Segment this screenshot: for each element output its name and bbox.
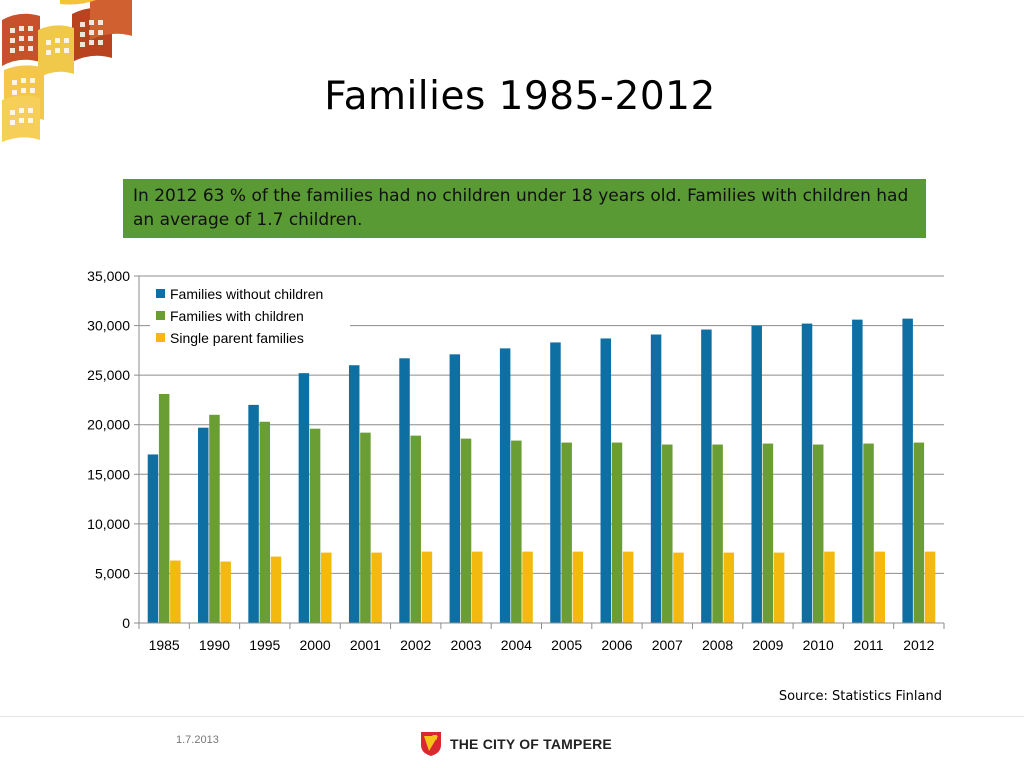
bar: [449, 354, 461, 623]
legend-swatch: [156, 289, 165, 298]
x-tick-label: 2010: [803, 637, 834, 653]
y-tick-label: 30,000: [87, 318, 130, 334]
bar: [209, 414, 220, 623]
bar: [852, 319, 863, 623]
bar: [650, 334, 662, 623]
bar: [902, 318, 913, 623]
bar: [762, 443, 774, 623]
x-tick-label: 2009: [752, 637, 783, 653]
chart-bars: [147, 318, 936, 623]
bar: [259, 421, 271, 623]
bar: [550, 342, 561, 623]
y-tick-label: 10,000: [87, 516, 130, 532]
y-tick-label: 35,000: [87, 268, 130, 284]
bar: [522, 551, 533, 623]
x-tick-label: 2011: [853, 637, 883, 653]
y-tick-label: 0: [122, 615, 130, 631]
footer-date: 1.7.2013: [176, 734, 219, 746]
y-tick-label: 25,000: [87, 367, 130, 383]
y-tick-label: 15,000: [87, 466, 130, 482]
chart-legend: Families without children Families with c…: [150, 281, 350, 353]
bar: [773, 552, 785, 623]
families-bar-chart: 0 5,000 10,000 15,000 20,000 25,000 30,000 35,0…: [87, 268, 945, 653]
x-tick-label: 2004: [501, 637, 532, 653]
bar: [511, 440, 522, 623]
x-tick-label: 1990: [199, 637, 230, 653]
tampere-logo-pattern: [2, 0, 132, 142]
y-tick-label: 20,000: [87, 417, 130, 433]
y-tick-label: 5,000: [95, 565, 130, 581]
legend-background: [150, 281, 350, 353]
bar: [712, 444, 723, 623]
x-tick-label: 2000: [300, 637, 331, 653]
x-tick-label: 1985: [149, 637, 180, 653]
source-note: Source: Statistics Finland: [778, 689, 942, 704]
bar: [622, 551, 634, 623]
bar: [572, 551, 584, 623]
footer-divider: [0, 716, 1024, 717]
bar: [863, 443, 874, 623]
bar: [662, 444, 673, 623]
bar: [410, 435, 421, 623]
bar: [321, 552, 332, 623]
bar: [399, 358, 410, 623]
bar: [248, 404, 259, 623]
bar: [298, 373, 310, 623]
legend-label: Families with children: [170, 308, 304, 324]
footer-brand: THE CITY OF TAMPERE: [420, 731, 612, 757]
bar: [751, 325, 762, 623]
legend-swatch: [156, 311, 165, 320]
bar: [611, 442, 623, 623]
x-tick-label: 2006: [601, 637, 632, 653]
x-tick-label: 2001: [350, 637, 381, 653]
x-tick-label: 2007: [652, 637, 683, 653]
bar: [471, 551, 483, 623]
tampere-crest-icon: [421, 732, 441, 756]
bar: [600, 338, 612, 623]
footer-brand-text: THE CITY OF TAMPERE: [450, 736, 612, 752]
bar: [170, 560, 181, 623]
bar: [220, 561, 231, 623]
bar: [913, 442, 925, 623]
bar: [701, 329, 712, 623]
bar: [801, 323, 813, 623]
bar: [360, 432, 371, 623]
bar: [812, 444, 824, 623]
bar: [673, 552, 684, 623]
bar: [371, 552, 382, 623]
x-tick-label: 2012: [903, 637, 934, 653]
callout-text: In 2012 63 % of the families had no chil…: [133, 186, 909, 230]
x-axis-ticks: 1985 1990 1995 2000 2001 2002 2003 2004 2005 2006…: [138, 623, 945, 653]
slide-title: Families 1985-2012: [324, 74, 716, 119]
legend-swatch: [156, 333, 165, 342]
bar: [460, 438, 472, 623]
bar: [874, 551, 885, 623]
x-tick-label: 2002: [400, 637, 431, 653]
x-tick-label: 2008: [702, 637, 733, 653]
x-tick-label: 2003: [450, 637, 481, 653]
bar: [924, 551, 936, 623]
bar: [723, 552, 735, 623]
bar: [348, 365, 360, 623]
bar: [198, 427, 209, 623]
bar: [561, 442, 572, 623]
callout-box: In 2012 63 % of the families had no chil…: [123, 179, 926, 238]
bar: [421, 551, 433, 623]
legend-label: Families without children: [170, 286, 323, 302]
bar: [309, 428, 321, 623]
bar: [147, 454, 159, 623]
x-tick-label: 1995: [249, 637, 280, 653]
x-tick-label: 2005: [551, 637, 582, 653]
legend-label: Single parent families: [170, 330, 304, 346]
bar: [824, 551, 835, 623]
bar: [158, 393, 170, 623]
bar: [499, 348, 511, 623]
bar: [270, 556, 282, 623]
y-axis-ticks: 0 5,000 10,000 15,000 20,000 25,000 30,000 35,0…: [87, 268, 139, 631]
